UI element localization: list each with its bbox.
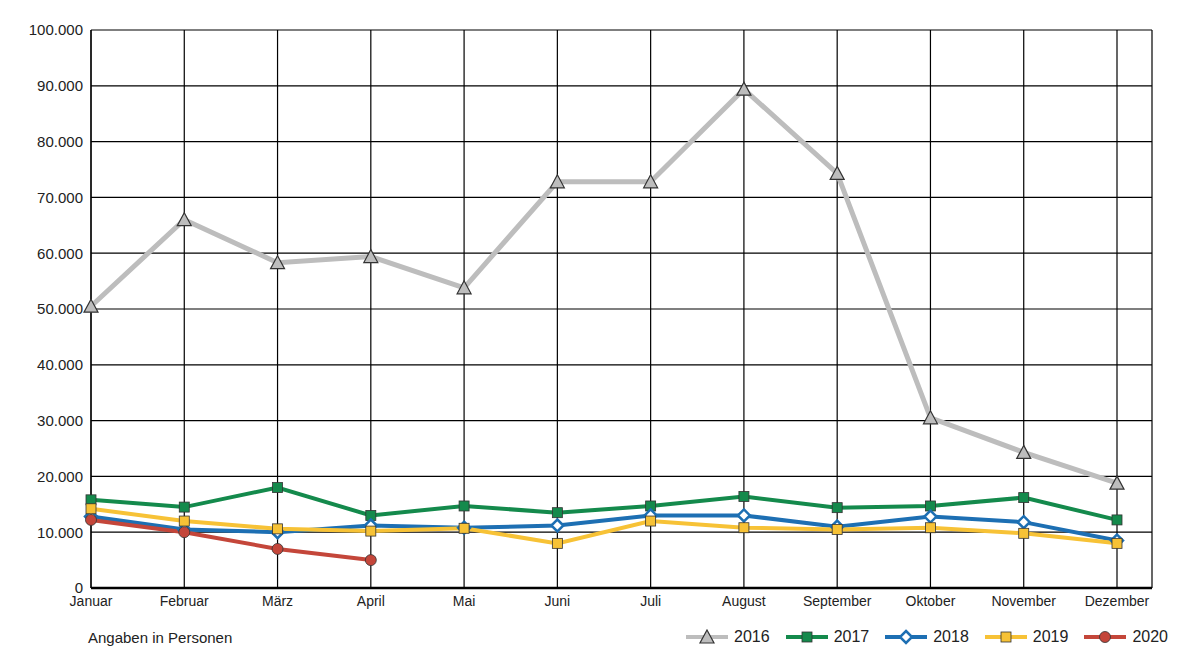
svg-text:0: 0 xyxy=(75,579,83,596)
svg-text:August: August xyxy=(722,593,766,609)
svg-text:60.000: 60.000 xyxy=(37,245,83,262)
svg-text:April: April xyxy=(357,593,385,609)
html-text:Angaben in Personen: Angaben in Personen xyxy=(88,628,233,646)
html-text:2020: 2020 xyxy=(1132,628,1168,645)
svg-text:September: September xyxy=(803,593,872,609)
svg-text:90.000: 90.000 xyxy=(37,77,83,94)
svg-text:Oktober: Oktober xyxy=(906,593,956,609)
svg-text:70.000: 70.000 xyxy=(37,189,83,206)
html-text:2018: 2018 xyxy=(933,628,969,645)
svg-text:November: November xyxy=(991,593,1056,609)
svg-text:Mai: Mai xyxy=(453,593,476,609)
svg-text:Januar: Januar xyxy=(69,592,113,609)
svg-text:30.000: 30.000 xyxy=(37,412,83,429)
svg-text:20.000: 20.000 xyxy=(37,468,83,485)
svg-text:100.000: 100.000 xyxy=(29,21,83,38)
svg-text:40.000: 40.000 xyxy=(37,356,83,373)
svg-text:Dezember: Dezember xyxy=(1085,593,1150,609)
svg-text:März: März xyxy=(262,593,293,609)
html-text:2019: 2019 xyxy=(1032,628,1069,645)
svg-text:10.000: 10.000 xyxy=(37,524,83,541)
svg-text:Februar: Februar xyxy=(160,593,209,609)
svg-text:Juli: Juli xyxy=(640,593,661,609)
html-text:2016: 2016 xyxy=(734,628,770,645)
svg-text:Juni: Juni xyxy=(545,593,571,609)
svg-text:50.000: 50.000 xyxy=(37,300,83,317)
svg-text:80.000: 80.000 xyxy=(37,133,83,150)
html-text:2017: 2017 xyxy=(833,628,870,645)
